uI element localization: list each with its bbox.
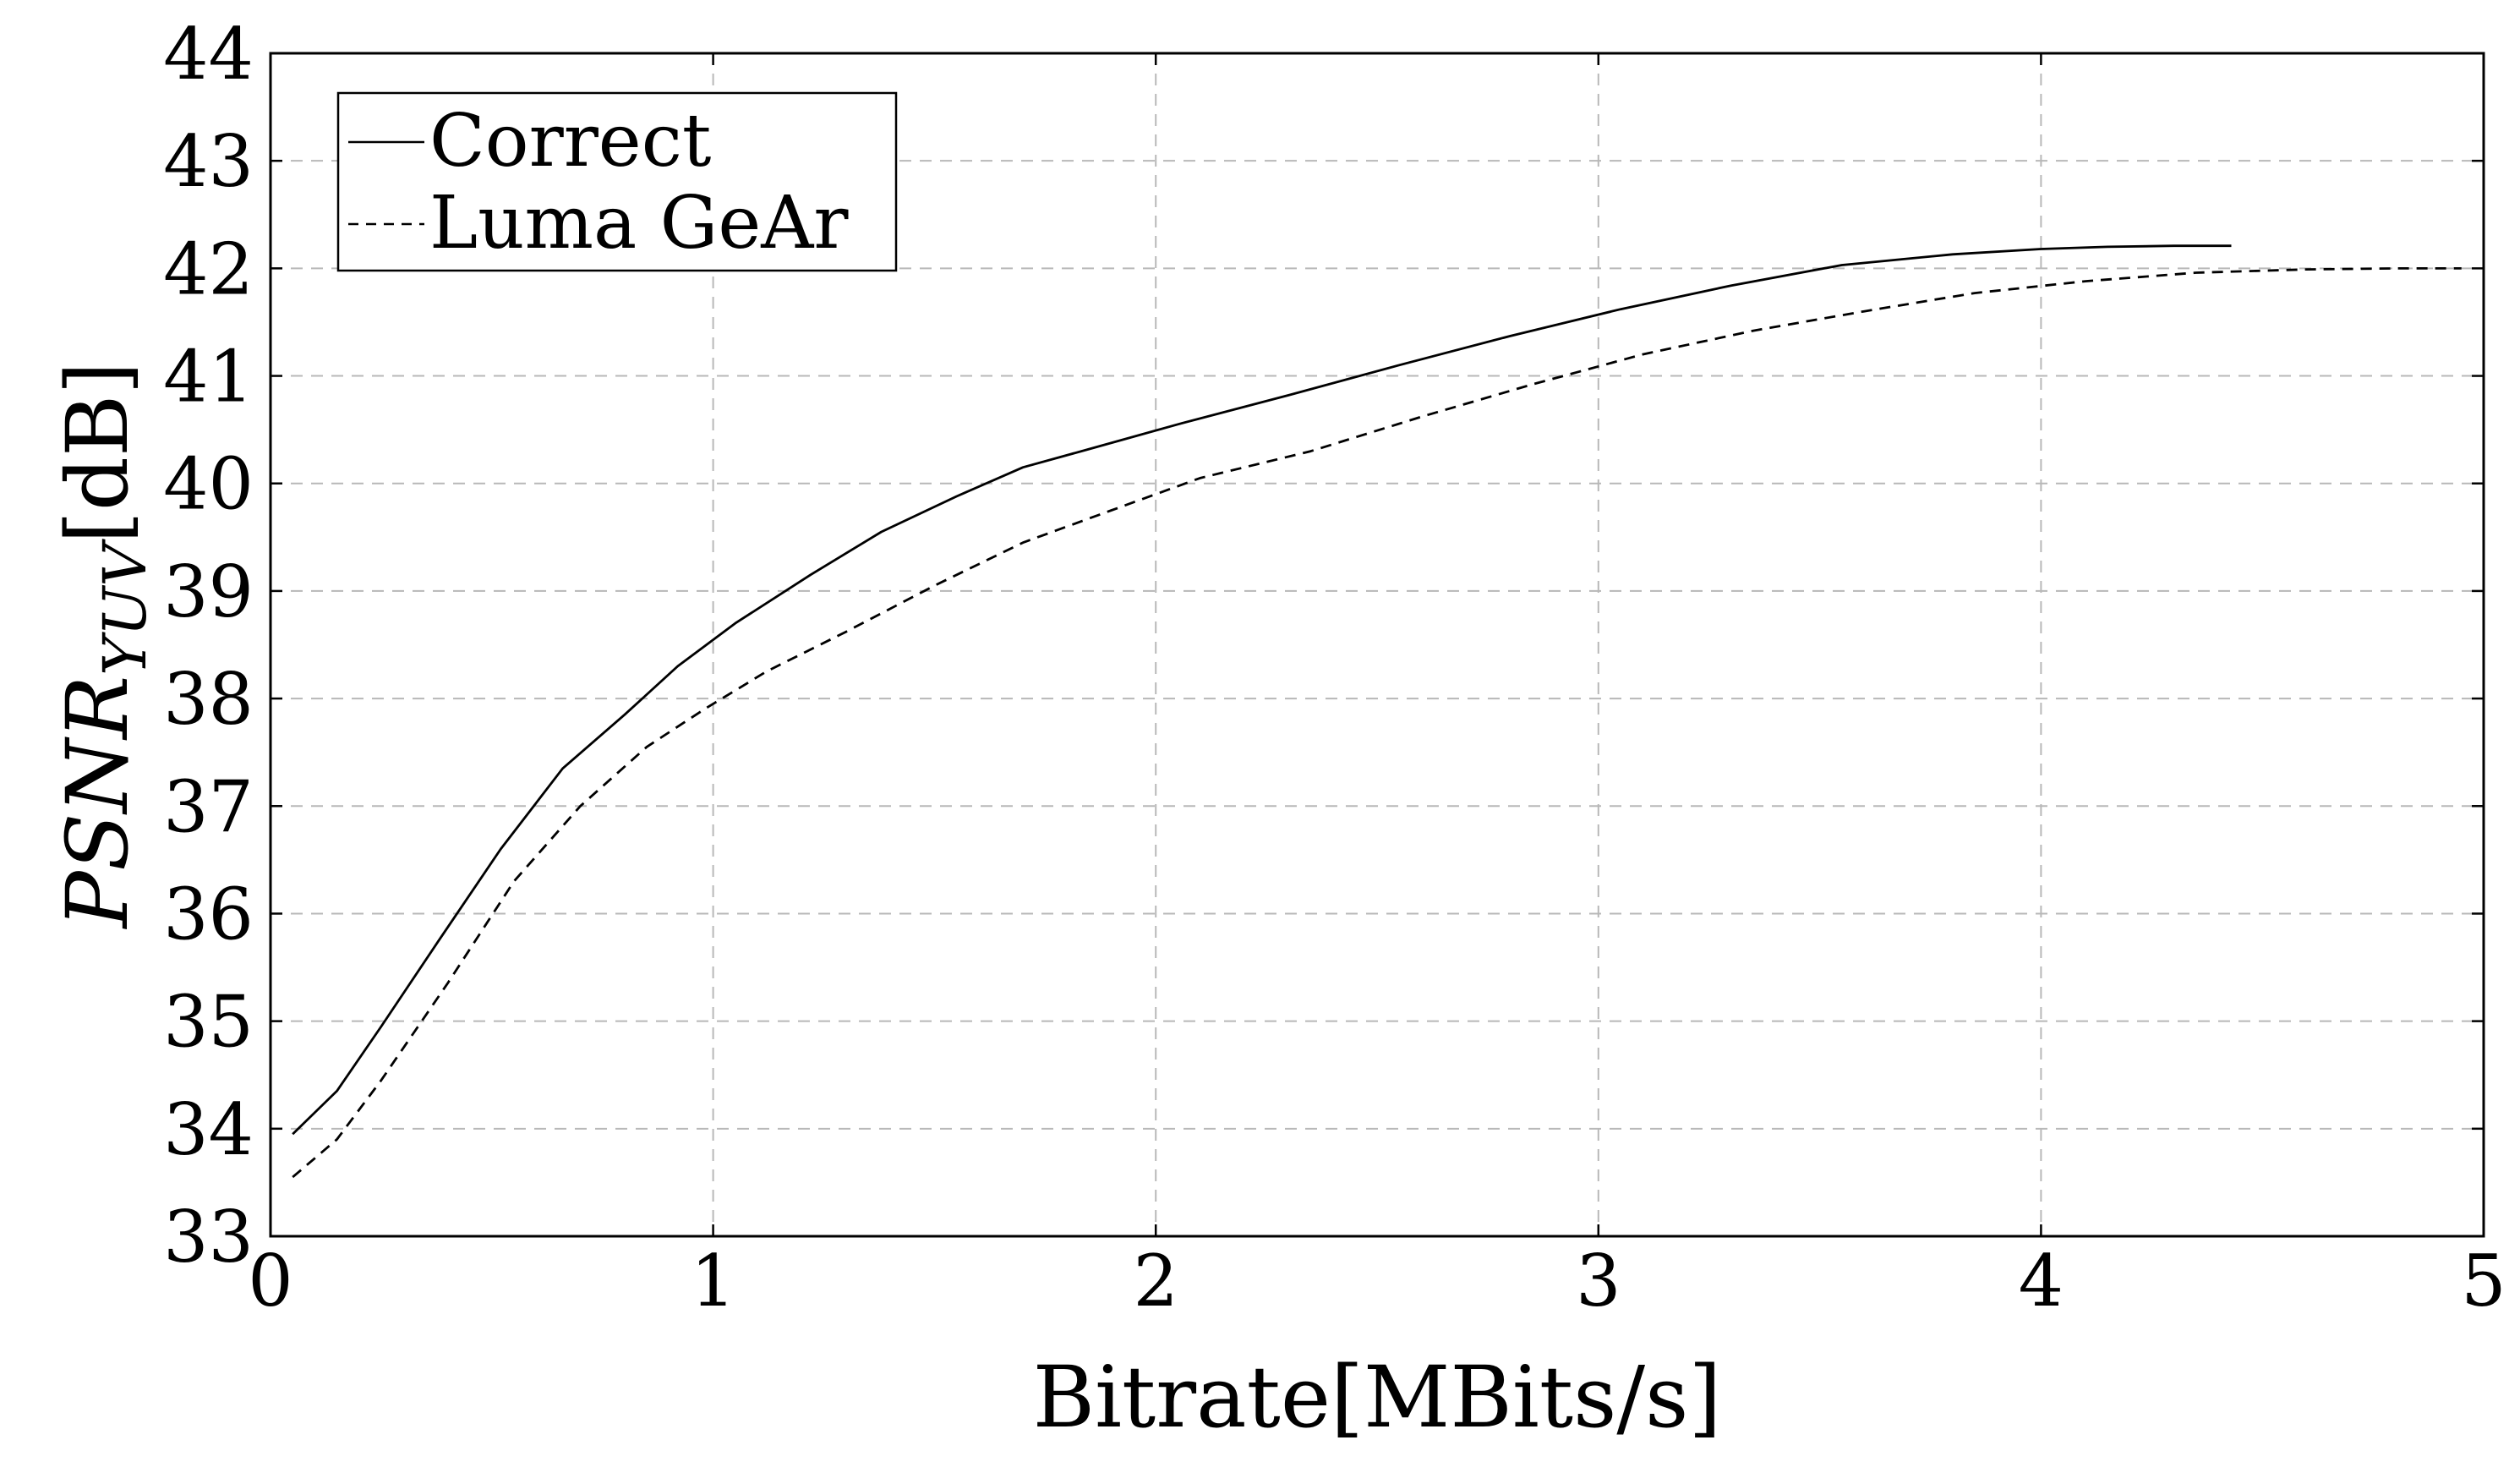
y-axis-title: PSNRYUV[dB] — [48, 362, 160, 930]
series-line-correct — [292, 244, 2232, 1136]
y-tick-label: 33 — [163, 1196, 254, 1279]
y-tick-label: 39 — [163, 550, 254, 633]
y-tick-label: 38 — [163, 658, 254, 741]
x-tick-label: 2 — [1133, 1240, 1178, 1322]
x-tick-label: 5 — [2461, 1240, 2506, 1322]
y-axis-title-unit: [dB] — [48, 362, 147, 545]
y-tick-label: 34 — [163, 1088, 254, 1171]
legend-label-correct: Correct — [429, 99, 711, 183]
series-line-luma-gear — [292, 266, 2462, 1179]
y-axis-title-main: PSNR — [48, 676, 147, 930]
x-tick-label: 3 — [1576, 1240, 1621, 1322]
legend: Correct Luma GeAr — [336, 91, 898, 272]
series-layer — [292, 244, 2462, 1179]
y-axis-title-subscript: YUV — [90, 539, 160, 676]
y-tick-label: 36 — [163, 873, 254, 956]
y-tick-label: 35 — [163, 981, 254, 1064]
legend-box — [336, 91, 898, 272]
y-tick-label: 44 — [163, 13, 254, 96]
legend-label-luma-gear: Luma GeAr — [429, 181, 849, 266]
y-tick-label: 43 — [163, 120, 254, 203]
y-tick-label: 40 — [163, 443, 254, 526]
x-tick-label: 0 — [248, 1240, 292, 1322]
y-tick-label: 37 — [163, 765, 254, 848]
y-tick-label: 42 — [163, 227, 254, 310]
x-axis-title: Bitrate[MBits/s] — [1033, 1348, 1722, 1447]
x-tick-label: 1 — [691, 1240, 735, 1322]
plot-frame — [269, 52, 2485, 1238]
x-tick-label: 4 — [2019, 1240, 2064, 1322]
y-tick-label: 41 — [163, 336, 254, 419]
